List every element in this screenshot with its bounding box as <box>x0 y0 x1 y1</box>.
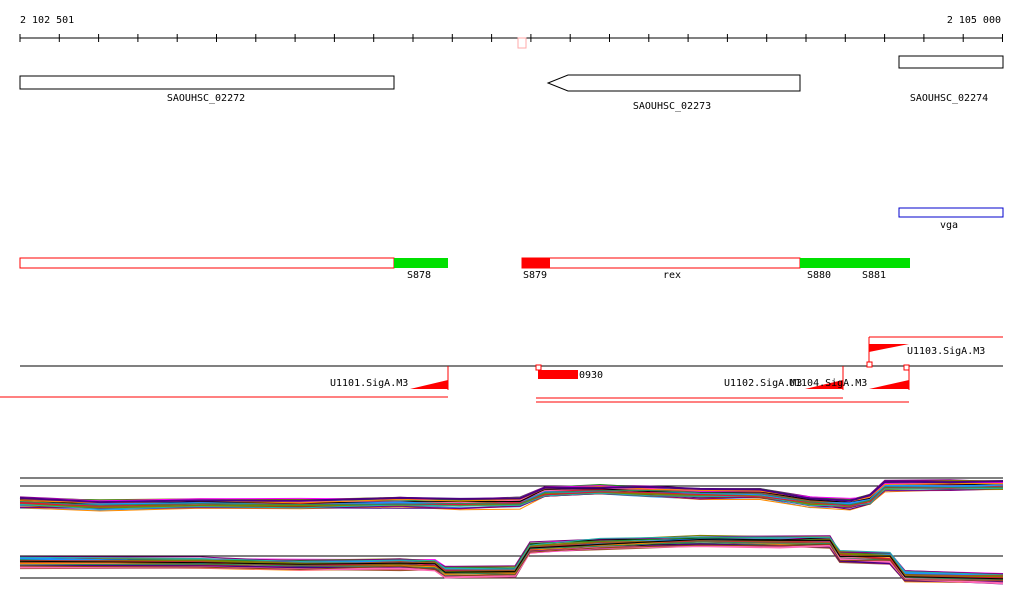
ruler-end-label: 2 105 000 <box>947 15 1001 26</box>
vga-box[interactable] <box>898 207 1004 218</box>
transcript-label: U1103.SigA.M3 <box>907 346 985 357</box>
promoter-flag <box>410 380 448 389</box>
ruler-start-label: 2 102 501 <box>20 15 74 26</box>
rex-label: rex <box>663 270 681 281</box>
segments-track: S878 S879 rex S880 S881 <box>19 257 910 281</box>
gene-saouhsc-02272[interactable]: SAOUHSC_02272 <box>19 75 395 104</box>
expression-line <box>19 536 1004 576</box>
transcript-box[interactable] <box>538 370 578 379</box>
promoter-flag <box>869 344 909 352</box>
expression-track-bottom <box>19 534 1004 585</box>
expression-line <box>19 487 1004 510</box>
segment-label-s878: S878 <box>407 270 431 281</box>
segment-s879[interactable] <box>522 258 550 268</box>
promoter-flag <box>805 380 843 389</box>
ruler-ticks <box>19 34 1003 42</box>
rex-region[interactable] <box>521 257 801 269</box>
vga-label: vga <box>940 220 958 231</box>
tss-marker <box>866 361 873 368</box>
tss-marker <box>535 364 542 371</box>
transcript-0930[interactable]: 0930 <box>535 364 603 381</box>
segment-s880-s881[interactable] <box>800 258 910 268</box>
transcript-u1104[interactable]: U1104.SigA.M3 <box>536 366 867 399</box>
transcript-label: 0930 <box>579 370 603 381</box>
tss-marker <box>903 364 910 371</box>
expression-track-top <box>19 477 1004 512</box>
gene-box[interactable] <box>19 75 395 90</box>
utr-region-left[interactable] <box>19 257 395 269</box>
transcripts-track: U1103.SigA.M3 U1101.SigA.M3 0930 U1102.S… <box>0 336 1003 403</box>
gene-label: SAOUHSC_02274 <box>910 93 988 104</box>
transcript-u1102[interactable]: U1102.SigA.M3 <box>536 364 910 403</box>
genes-track: SAOUHSC_02272 SAOUHSC_02273 SAOUHSC_0227… <box>19 55 1004 112</box>
promoter-flag <box>869 380 909 389</box>
gene-label: SAOUHSC_02273 <box>633 101 711 112</box>
expression-line <box>19 538 1004 580</box>
transcript-u1103[interactable]: U1103.SigA.M3 <box>866 336 1003 368</box>
expression-line <box>19 543 1004 581</box>
transcript-label: U1101.SigA.M3 <box>330 378 408 389</box>
segment-label-s879: S879 <box>523 270 547 281</box>
gene-box[interactable] <box>898 55 1004 69</box>
transcript-label: U1104.SigA.M3 <box>789 378 867 389</box>
transcript-label: U1102.SigA.M3 <box>724 378 802 389</box>
gene-arrow-reverse[interactable] <box>546 74 801 92</box>
transcript-u1101[interactable]: U1101.SigA.M3 <box>0 366 449 398</box>
expression-lines-bottom <box>19 534 1004 585</box>
ruler-cursor[interactable] <box>517 37 527 49</box>
gene-saouhsc-02273[interactable]: SAOUHSC_02273 <box>546 74 801 112</box>
segment-s878[interactable] <box>394 258 448 268</box>
expression-line <box>19 480 1004 504</box>
expression-line <box>19 486 1004 506</box>
gene-label: SAOUHSC_02272 <box>167 93 245 104</box>
gene-saouhsc-02274[interactable]: SAOUHSC_02274 <box>898 55 1004 104</box>
expression-lines-top <box>19 479 1004 512</box>
segment-label-s881: S881 <box>862 270 886 281</box>
expression-line <box>19 535 1004 575</box>
segment-label-s880: S880 <box>807 270 831 281</box>
coordinate-ruler: 2 102 501 2 105 000 <box>19 15 1003 49</box>
feature-vga[interactable]: vga <box>898 207 1004 231</box>
